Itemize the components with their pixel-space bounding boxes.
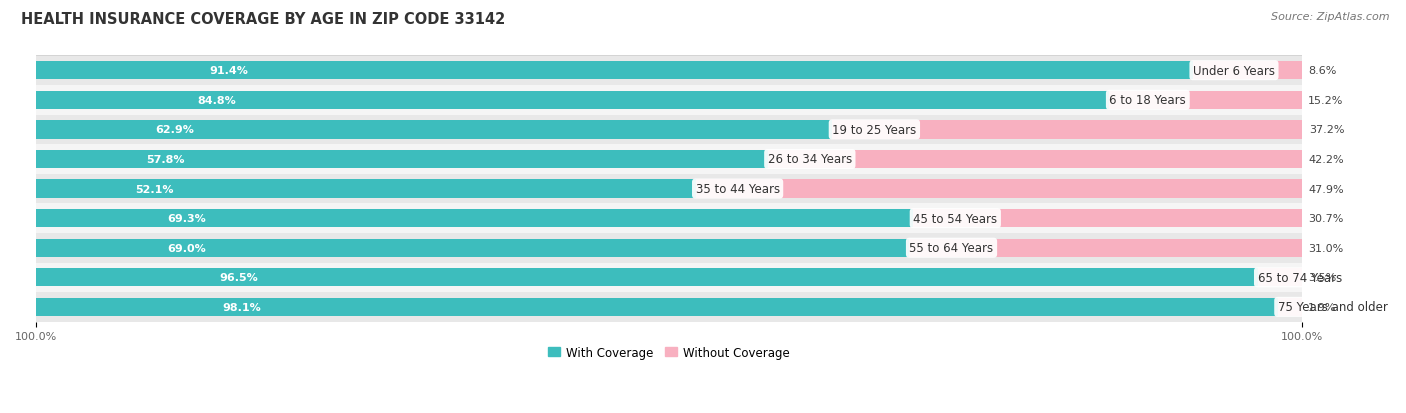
Text: 65 to 74 Years: 65 to 74 Years: [1257, 271, 1341, 284]
Bar: [1278, 298, 1302, 316]
Bar: [37, 91, 1109, 110]
Legend: With Coverage, Without Coverage: With Coverage, Without Coverage: [544, 342, 794, 364]
Bar: [37, 239, 910, 257]
Bar: [696, 180, 1302, 198]
Text: Source: ZipAtlas.com: Source: ZipAtlas.com: [1271, 12, 1389, 22]
FancyBboxPatch shape: [37, 56, 1302, 86]
Text: 31.0%: 31.0%: [1308, 243, 1343, 253]
Bar: [910, 239, 1302, 257]
Text: 98.1%: 98.1%: [222, 302, 262, 312]
Text: 47.9%: 47.9%: [1308, 184, 1344, 194]
Text: 1.9%: 1.9%: [1308, 302, 1337, 312]
Text: 84.8%: 84.8%: [197, 95, 236, 106]
Text: 30.7%: 30.7%: [1308, 214, 1344, 223]
Bar: [37, 150, 768, 169]
Bar: [37, 180, 696, 198]
FancyBboxPatch shape: [37, 233, 1302, 263]
Bar: [768, 150, 1302, 169]
Text: 6 to 18 Years: 6 to 18 Years: [1109, 94, 1187, 107]
Bar: [37, 121, 832, 139]
Bar: [1109, 91, 1302, 110]
FancyBboxPatch shape: [37, 263, 1302, 292]
Bar: [37, 268, 1257, 287]
FancyBboxPatch shape: [37, 292, 1302, 322]
Text: 3.5%: 3.5%: [1308, 273, 1337, 282]
Text: 62.9%: 62.9%: [156, 125, 194, 135]
Text: 37.2%: 37.2%: [1309, 125, 1346, 135]
FancyBboxPatch shape: [37, 115, 1302, 145]
Text: Under 6 Years: Under 6 Years: [1192, 64, 1275, 78]
FancyBboxPatch shape: [37, 204, 1302, 233]
Bar: [1257, 268, 1302, 287]
Bar: [37, 298, 1278, 316]
Text: 42.2%: 42.2%: [1308, 154, 1344, 164]
Bar: [37, 62, 1192, 80]
Bar: [1192, 62, 1302, 80]
Text: 45 to 54 Years: 45 to 54 Years: [914, 212, 997, 225]
Text: 69.3%: 69.3%: [167, 214, 207, 223]
FancyBboxPatch shape: [37, 86, 1302, 115]
Text: 75 Years and older: 75 Years and older: [1278, 301, 1388, 313]
Text: 55 to 64 Years: 55 to 64 Years: [910, 242, 994, 254]
Bar: [37, 209, 914, 228]
Text: 19 to 25 Years: 19 to 25 Years: [832, 123, 917, 137]
Bar: [914, 209, 1302, 228]
Text: 91.4%: 91.4%: [209, 66, 249, 76]
Text: 96.5%: 96.5%: [219, 273, 259, 282]
Text: 52.1%: 52.1%: [135, 184, 173, 194]
FancyBboxPatch shape: [37, 174, 1302, 204]
Text: 15.2%: 15.2%: [1308, 95, 1344, 106]
Text: 35 to 44 Years: 35 to 44 Years: [696, 183, 780, 196]
Bar: [832, 121, 1303, 139]
Text: 26 to 34 Years: 26 to 34 Years: [768, 153, 852, 166]
Text: HEALTH INSURANCE COVERAGE BY AGE IN ZIP CODE 33142: HEALTH INSURANCE COVERAGE BY AGE IN ZIP …: [21, 12, 505, 27]
Text: 8.6%: 8.6%: [1308, 66, 1337, 76]
Text: 69.0%: 69.0%: [167, 243, 205, 253]
Text: 57.8%: 57.8%: [146, 154, 184, 164]
FancyBboxPatch shape: [37, 145, 1302, 174]
